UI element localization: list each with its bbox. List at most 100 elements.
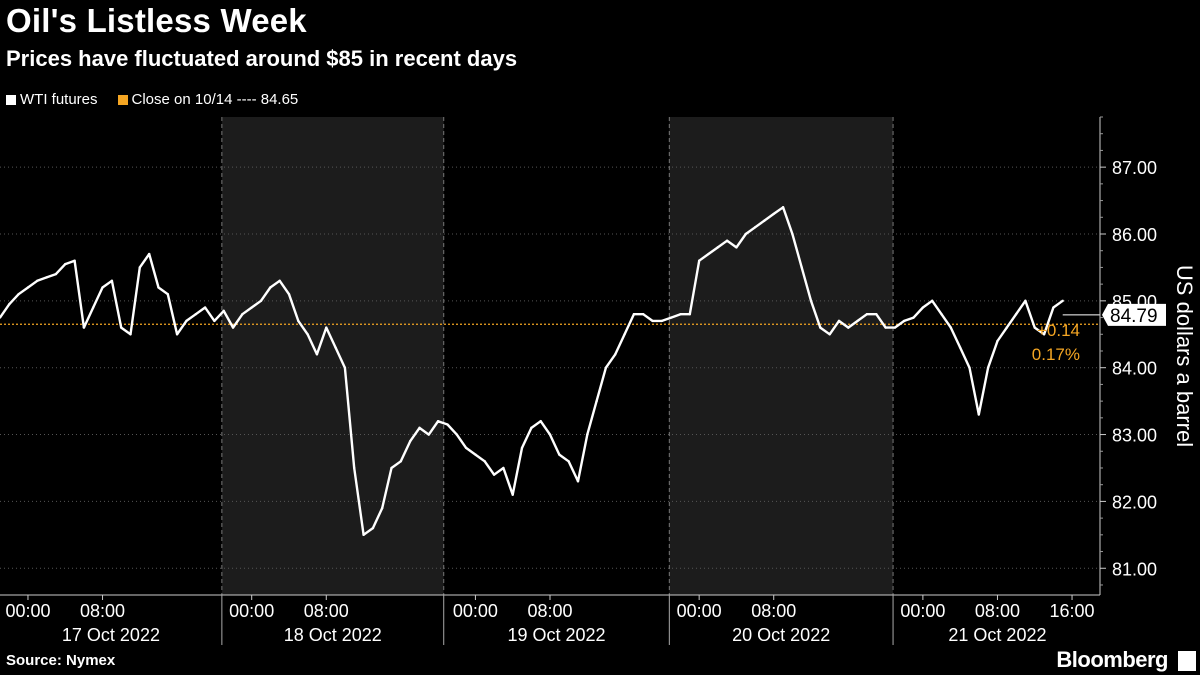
- legend-item-wti: WTI futures: [6, 91, 98, 108]
- data-point: [558, 453, 561, 456]
- data-point: [921, 306, 925, 309]
- data-point: [306, 333, 309, 336]
- data-point: [157, 286, 160, 289]
- data-point: [147, 252, 151, 256]
- data-point: [194, 313, 197, 316]
- x-time-label-5: 08:00: [527, 601, 572, 621]
- data-point: [436, 419, 440, 423]
- bloomberg-mark-icon: [1178, 651, 1196, 671]
- data-point: [884, 326, 887, 329]
- data-point: [996, 339, 999, 343]
- data-point: [287, 292, 291, 296]
- data-point: [278, 279, 281, 282]
- data-point: [744, 232, 747, 236]
- data-point: [520, 446, 524, 450]
- x-day-label-4: 21 Oct 2022: [948, 625, 1046, 645]
- x-time-label-7: 08:00: [751, 601, 796, 621]
- data-point: [45, 276, 48, 279]
- data-point: [679, 313, 682, 316]
- data-point: [455, 433, 458, 436]
- y-tick-label-0: 81.00: [1112, 559, 1157, 579]
- data-point: [427, 433, 431, 436]
- data-point: [604, 366, 608, 369]
- data-point: [828, 333, 831, 336]
- data-point: [203, 306, 207, 309]
- y-tick-label-6: 87.00: [1112, 158, 1157, 178]
- data-point: [36, 279, 39, 282]
- data-point: [1033, 326, 1036, 329]
- data-point: [446, 423, 449, 426]
- x-day-label-0: 17 Oct 2022: [62, 625, 160, 645]
- data-point: [669, 316, 673, 319]
- bloomberg-logo: Bloomberg: [1056, 647, 1168, 672]
- last-value-box: [1102, 303, 1166, 326]
- data-point: [968, 366, 971, 369]
- y-tick-label-5: 86.00: [1112, 225, 1157, 245]
- data-point: [865, 313, 869, 316]
- data-point: [986, 366, 990, 369]
- data-point: [567, 460, 570, 463]
- data-point: [772, 212, 775, 216]
- change-label-pct: 0.17%: [1032, 345, 1080, 364]
- shaded-day-band-1: [669, 117, 894, 595]
- data-point: [856, 319, 859, 323]
- data-point: [912, 316, 915, 319]
- y-tick-label-4: 85.00: [1112, 292, 1157, 312]
- y-tick-label-1: 82.00: [1112, 492, 1157, 512]
- x-time-label-2: 00:00: [229, 601, 274, 621]
- data-point: [576, 480, 580, 483]
- data-point: [660, 319, 664, 323]
- data-point: [530, 426, 533, 430]
- data-point: [791, 232, 794, 236]
- legend-label-wti: WTI futures: [20, 91, 98, 108]
- data-point: [502, 466, 505, 470]
- legend-swatch-close: [117, 94, 128, 105]
- x-time-label-0: 00:00: [5, 601, 50, 621]
- data-point: [222, 309, 225, 313]
- x-day-label-1: 18 Oct 2022: [284, 625, 382, 645]
- data-point: [492, 473, 496, 476]
- shaded-day-band-0: [221, 117, 444, 595]
- data-point: [809, 299, 813, 303]
- data-point: [185, 319, 188, 323]
- x-time-label-3: 08:00: [304, 601, 349, 621]
- data-point: [119, 326, 123, 329]
- data-point: [250, 306, 253, 309]
- data-point: [8, 302, 11, 306]
- y-tick-label-2: 83.00: [1112, 426, 1157, 446]
- x-day-label-2: 19 Oct 2022: [507, 625, 605, 645]
- data-point: [735, 246, 738, 249]
- x-time-label-9: 08:00: [975, 601, 1020, 621]
- data-point: [642, 313, 645, 316]
- series-line-wti: [0, 206, 1064, 536]
- data-point: [1005, 326, 1008, 329]
- data-point: [474, 453, 477, 456]
- data-point: [1014, 313, 1018, 316]
- data-point: [213, 319, 216, 323]
- data-point: [697, 259, 701, 262]
- data-point: [819, 326, 822, 329]
- data-point: [781, 206, 785, 209]
- data-point: [539, 419, 542, 423]
- data-point: [464, 446, 468, 450]
- data-point: [949, 326, 953, 329]
- data-point: [1024, 299, 1027, 303]
- data-point: [26, 286, 30, 289]
- data-point: [418, 426, 421, 430]
- x-time-label-4: 00:00: [453, 601, 498, 621]
- legend: WTI futures Close on 10/14 ---- 84.65: [6, 91, 318, 108]
- data-point: [353, 466, 356, 470]
- data-point: [0, 316, 2, 319]
- data-point: [371, 526, 375, 530]
- data-point: [381, 506, 384, 510]
- data-point: [725, 239, 729, 242]
- data-point: [483, 460, 486, 463]
- data-point: [595, 399, 598, 403]
- data-point: [688, 313, 692, 316]
- data-point: [632, 313, 636, 316]
- data-point: [408, 440, 412, 443]
- data-point: [1042, 333, 1046, 336]
- y-tick-label-3: 84.00: [1112, 359, 1157, 379]
- data-point: [297, 319, 300, 323]
